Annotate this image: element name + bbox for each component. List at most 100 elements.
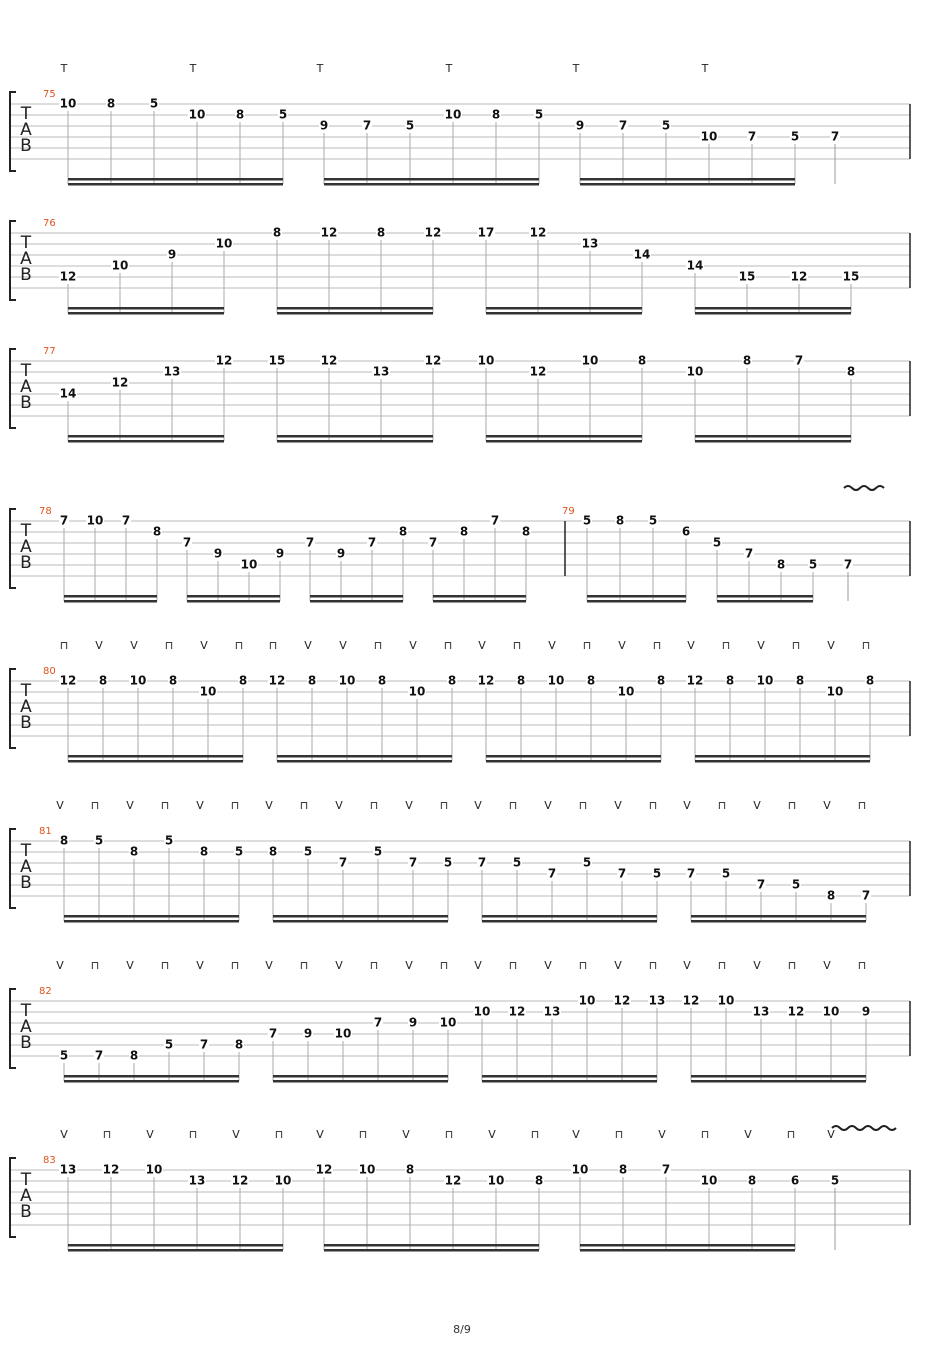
- fret-number: 7: [269, 1027, 277, 1041]
- fret-bg: [398, 526, 408, 538]
- beam: [68, 178, 283, 181]
- fret-bg: [303, 846, 313, 858]
- technique-mark: ⊓: [60, 639, 69, 652]
- fret-bg: [231, 1175, 249, 1187]
- fret-number: 15: [269, 354, 286, 368]
- fret-number: 5: [653, 867, 661, 881]
- fret-bg: [742, 355, 752, 367]
- tab-clef: T: [20, 361, 32, 381]
- fret-number: 7: [748, 130, 756, 144]
- fret-number: 7: [339, 856, 347, 870]
- fret-number: 13: [544, 1005, 561, 1019]
- fret-bg: [268, 355, 286, 367]
- fret-bg: [234, 1039, 244, 1051]
- technique-mark: ⊓: [649, 799, 658, 812]
- beam: [486, 760, 661, 763]
- fret-bg: [547, 868, 557, 880]
- technique-mark: ⊓: [91, 799, 100, 812]
- beam: [277, 440, 433, 443]
- technique-mark: V: [95, 639, 103, 652]
- fret-bg: [334, 1028, 352, 1040]
- fret-number: 6: [682, 525, 690, 539]
- beam: [64, 600, 157, 603]
- technique-mark: ⊓: [370, 799, 379, 812]
- technique-mark: V: [130, 639, 138, 652]
- fret-number: 14: [687, 259, 704, 273]
- fret-number: 12: [530, 365, 547, 379]
- fret-bg: [661, 120, 671, 132]
- fret-bg: [717, 995, 735, 1007]
- fret-number: 7: [687, 867, 695, 881]
- fret-number: 5: [513, 856, 521, 870]
- fret-bg: [315, 1164, 333, 1176]
- fret-bg: [581, 238, 599, 250]
- fret-number: 8: [777, 558, 785, 572]
- fret-bg: [459, 526, 469, 538]
- fret-bg: [215, 238, 233, 250]
- fret-number: 5: [722, 867, 730, 881]
- fret-bg: [521, 526, 531, 538]
- beam: [277, 755, 452, 758]
- fret-number: 5: [662, 119, 670, 133]
- fret-bg: [444, 109, 462, 121]
- beam: [68, 183, 283, 186]
- fret-bg: [424, 355, 442, 367]
- fret-bg: [307, 675, 317, 687]
- beam: [324, 178, 539, 181]
- measure-number: 77: [43, 346, 56, 357]
- fret-bg: [652, 868, 662, 880]
- technique-mark: ⊓: [718, 959, 727, 972]
- measure-number: 81: [39, 826, 52, 837]
- tab-clef: T: [20, 104, 32, 124]
- technique-mark: V: [474, 959, 482, 972]
- fret-bg: [790, 131, 800, 143]
- fret-number: 10: [618, 685, 635, 699]
- technique-mark: V: [614, 799, 622, 812]
- fret-number: 13: [649, 994, 666, 1008]
- fret-number: 7: [200, 1038, 208, 1052]
- fret-bg: [234, 846, 244, 858]
- fret-number: 8: [619, 1163, 627, 1177]
- fret-bg: [756, 675, 774, 687]
- fret-bg: [443, 857, 453, 869]
- fret-number: 10: [440, 1016, 457, 1030]
- fret-number: 8: [399, 525, 407, 539]
- beam: [64, 920, 239, 923]
- technique-mark: V: [339, 639, 347, 652]
- fret-bg: [617, 686, 635, 698]
- beam: [580, 178, 795, 181]
- fret-bg: [106, 98, 116, 110]
- fret-bg: [842, 271, 860, 283]
- fret-number: 10: [445, 108, 462, 122]
- fret-number: 8: [107, 97, 115, 111]
- fret-number: 5: [95, 834, 103, 848]
- fret-number: 10: [823, 1005, 840, 1019]
- tab-clef: T: [20, 1170, 32, 1190]
- bracket: [9, 668, 16, 749]
- beam: [691, 1075, 866, 1078]
- fret-bg: [94, 1050, 104, 1062]
- technique-mark: T: [189, 62, 197, 75]
- fret-number: 10: [359, 1163, 376, 1177]
- bracket: [9, 348, 16, 429]
- bracket: [9, 220, 16, 301]
- technique-mark: V: [572, 1128, 580, 1141]
- beam: [695, 760, 870, 763]
- beam: [277, 307, 433, 310]
- fret-bg: [578, 995, 596, 1007]
- fret-number: 10: [701, 130, 718, 144]
- fret-number: 7: [795, 354, 803, 368]
- technique-mark: V: [548, 639, 556, 652]
- fret-bg: [129, 675, 147, 687]
- technique-mark: ⊓: [374, 639, 383, 652]
- fret-bg: [59, 675, 77, 687]
- fret-bg: [182, 537, 192, 549]
- fret-bg: [199, 1039, 209, 1051]
- technique-mark: ⊓: [787, 1128, 796, 1141]
- fret-bg: [86, 515, 104, 527]
- fret-number: 8: [236, 108, 244, 122]
- fret-number: 12: [321, 354, 338, 368]
- fret-number: 5: [791, 130, 799, 144]
- fret-bg: [686, 675, 704, 687]
